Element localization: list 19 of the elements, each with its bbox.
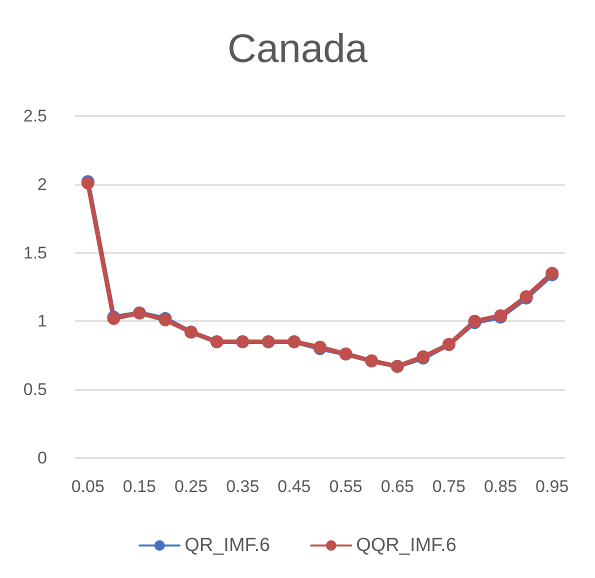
y-tick-label: 2.5 bbox=[23, 106, 47, 126]
y-tick-label: 1.5 bbox=[23, 243, 47, 262]
chart-title: Canada bbox=[227, 27, 368, 71]
y-tick-label: 2 bbox=[38, 174, 47, 194]
x-tick-label: 0.35 bbox=[226, 477, 260, 496]
y-tick-label: 0 bbox=[38, 448, 47, 468]
x-tick-label: 0.75 bbox=[432, 477, 466, 496]
x-tick-label: 0.45 bbox=[278, 477, 311, 496]
x-tick-label: 0.95 bbox=[536, 477, 569, 496]
y-tick-label: 0.5 bbox=[23, 380, 47, 400]
x-tick-label: 0.65 bbox=[380, 477, 414, 496]
x-tick-label: 0.05 bbox=[71, 477, 104, 496]
legend-label: QR_IMF.6 bbox=[184, 535, 270, 556]
x-tick-label: 0.25 bbox=[174, 477, 208, 496]
y-tick-label: 1 bbox=[38, 312, 47, 331]
legend-label: QQR_IMF.6 bbox=[356, 535, 456, 556]
x-tick-label: 0.55 bbox=[329, 477, 362, 496]
x-tick-label: 0.15 bbox=[122, 477, 156, 496]
x-tick-label: 0.85 bbox=[484, 477, 518, 496]
